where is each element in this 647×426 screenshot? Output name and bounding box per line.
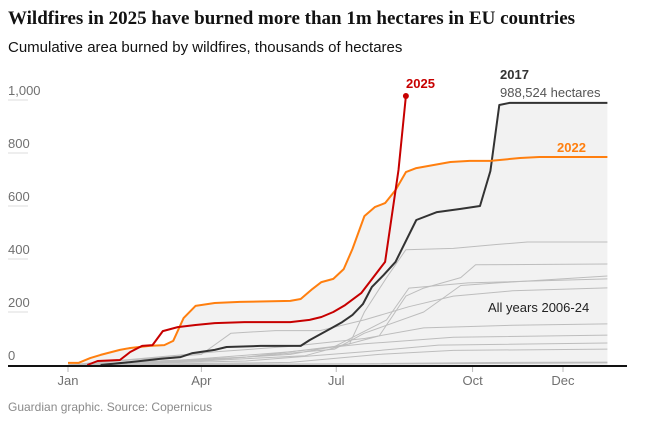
series-line-other-g [67, 334, 608, 366]
y-tick-label: 400 [8, 242, 30, 257]
x-tick-label: Oct [462, 373, 483, 388]
label-2017-total: 988,524 hectares [500, 85, 601, 100]
series-end-dot-2025 [402, 93, 409, 100]
series-line-other-f [67, 323, 608, 366]
series-line-other-i [67, 348, 608, 366]
x-tick-label: Dec [551, 373, 575, 388]
series-line-2022 [68, 156, 608, 364]
source-note: Guardian graphic. Source: Copernicus [8, 400, 213, 414]
series-line-other-h [67, 342, 608, 366]
series-line-other-d [67, 278, 608, 366]
x-tick-label: Jan [58, 373, 79, 388]
series-line-2025 [86, 95, 407, 366]
y-tick-label: 0 [8, 348, 15, 363]
label-2022: 2022 [557, 140, 586, 155]
series-line-other-e [67, 287, 608, 366]
all-years-envelope-area [68, 102, 608, 366]
label-all-years: All years 2006-24 [488, 300, 589, 315]
y-tick-label: 200 [8, 295, 30, 310]
chart-title: Wildfires in 2025 have burned more than … [8, 8, 576, 29]
label-2025: 2025 [406, 76, 435, 91]
series-line-2017 [100, 101, 608, 366]
y-tick-label: 600 [8, 189, 30, 204]
label-2017: 2017 [500, 67, 529, 82]
series-line-other-b [67, 263, 608, 366]
x-tick-label: Apr [191, 373, 212, 388]
series-line-other-k [67, 362, 608, 366]
x-tick-label: Jul [328, 373, 345, 388]
chart-subtitle: Cumulative area burned by wildfires, tho… [8, 39, 403, 56]
y-tick-label: 800 [8, 136, 30, 151]
y-tick-label: 1,000 [8, 83, 41, 98]
